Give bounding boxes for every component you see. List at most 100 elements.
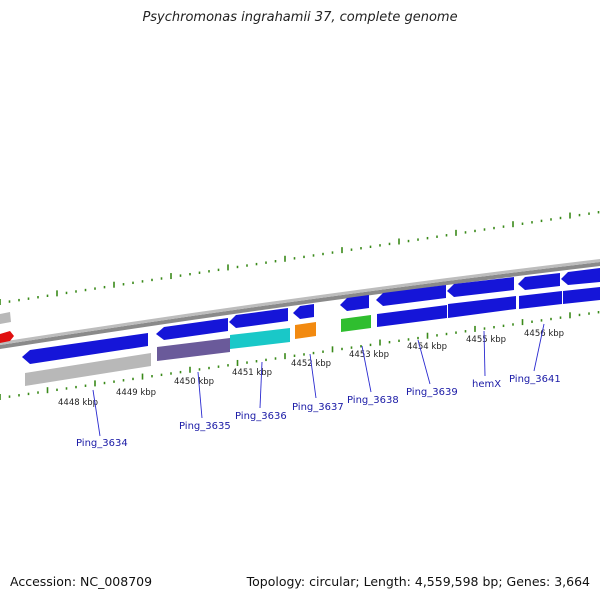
- gene-feature-lower-blue-1[interactable]: [377, 305, 447, 327]
- gc-dot: [94, 380, 96, 387]
- rna-feature-cyan[interactable]: [230, 328, 290, 349]
- gc-dot: [455, 331, 457, 334]
- gc-dot: [217, 268, 220, 272]
- tick-label: 4455 kbp: [466, 335, 506, 345]
- gc-dot: [559, 316, 562, 319]
- gc-dot: [550, 317, 552, 321]
- gene-label[interactable]: Ping_3641: [509, 374, 561, 385]
- gc-dot: [464, 231, 467, 234]
- gc-dot: [445, 332, 448, 336]
- gc-dot: [151, 278, 153, 282]
- gc-dot: [265, 358, 267, 362]
- gene-feature-ping3634[interactable]: [22, 333, 148, 364]
- gene-feature-gray-left[interactable]: [0, 312, 11, 324]
- gene-feature-lower-blue-4[interactable]: [563, 287, 600, 304]
- gc-dot: [284, 255, 286, 262]
- map-title: Psychromonas ingrahamii 37, complete gen…: [142, 10, 458, 25]
- gc-dot: [322, 350, 324, 353]
- gc-dot: [84, 384, 87, 387]
- gene-feature-ping3641[interactable]: [518, 273, 560, 290]
- gc-dot: [369, 245, 372, 249]
- gc-dot: [236, 359, 239, 366]
- gc-dot: [493, 226, 495, 230]
- gc-dot: [141, 280, 144, 283]
- gc-dot: [521, 222, 524, 225]
- gene-label[interactable]: Ping_3637: [292, 402, 344, 413]
- gc-dot: [360, 345, 362, 348]
- gc-dot: [436, 235, 438, 238]
- gc-dot: [588, 312, 590, 315]
- tick-label: 4456 kbp: [524, 329, 564, 339]
- gc-dot: [569, 212, 571, 219]
- gc-dot: [208, 366, 210, 370]
- gc-dot: [103, 285, 106, 289]
- gc-dot: [540, 219, 543, 223]
- gc-dot: [312, 254, 315, 257]
- gc-dot: [388, 340, 391, 344]
- gc-dot: [122, 379, 125, 382]
- gc-dot: [246, 264, 248, 267]
- rna-feature-green[interactable]: [341, 315, 371, 332]
- gene-feature-right-edge[interactable]: [561, 268, 600, 285]
- gc-dot: [65, 387, 68, 390]
- gene-feature-lower-blue-3[interactable]: [519, 291, 562, 309]
- gc-dot: [426, 236, 429, 240]
- gc-dot: [341, 347, 343, 351]
- gc-dot: [208, 270, 210, 273]
- gene-feature-ping3636[interactable]: [229, 308, 288, 328]
- gene-feature-ping3635[interactable]: [156, 318, 228, 340]
- gc-dot: [132, 377, 134, 381]
- rna-feature-purple[interactable]: [157, 338, 230, 361]
- gc-dot: [398, 238, 400, 245]
- rna-feature-orange[interactable]: [295, 322, 316, 339]
- gene-label[interactable]: Ping_3635: [179, 421, 231, 432]
- gc-dot: [303, 353, 305, 356]
- rna-feature-gray[interactable]: [25, 353, 151, 386]
- gene-label[interactable]: Ping_3639: [406, 387, 458, 398]
- gc-dot: [198, 271, 201, 274]
- gc-dot: [483, 228, 486, 231]
- gene-feature-lower-blue-2[interactable]: [448, 296, 516, 318]
- gc-dot: [388, 242, 391, 246]
- gc-dot: [84, 288, 87, 292]
- gc-dot: [293, 257, 296, 260]
- gene-feature-ping3639[interactable]: [376, 285, 446, 306]
- gc-dot: [531, 320, 533, 323]
- gc-dot: [578, 213, 581, 217]
- gc-dot: [483, 327, 486, 330]
- gc-dot: [160, 373, 163, 377]
- gc-dot: [0, 394, 1, 400]
- gc-dot: [170, 273, 172, 280]
- gc-dot: [189, 366, 191, 373]
- gene-feature-hemx[interactable]: [447, 277, 514, 297]
- topology-text: Topology: circular; Length: 4,559,598 bp…: [246, 574, 590, 589]
- gc-dot: [502, 225, 505, 228]
- gc-dot: [426, 332, 429, 339]
- gc-dot: [151, 375, 153, 378]
- gene-feature-red-left[interactable]: [0, 331, 14, 343]
- gene-feature-ping3637[interactable]: [293, 304, 314, 319]
- gc-dot: [246, 361, 248, 364]
- gc-dot: [189, 272, 191, 276]
- tick-label: 4454 kbp: [407, 342, 447, 352]
- gc-dot: [18, 394, 20, 397]
- gene-label[interactable]: Ping_3636: [235, 411, 287, 422]
- gc-dot: [350, 248, 353, 251]
- gene-label[interactable]: hemX: [472, 379, 501, 390]
- gene-label[interactable]: Ping_3638: [347, 395, 399, 406]
- gc-dot: [46, 387, 49, 394]
- genome-backbone: [0, 259, 600, 349]
- gc-dot: [303, 255, 305, 259]
- gc-dot: [512, 221, 514, 228]
- gc-dot: [512, 323, 514, 326]
- gc-dot: [255, 360, 258, 363]
- gc-dot: [46, 294, 49, 297]
- tick-label: 4448 kbp: [58, 398, 98, 408]
- gc-dot: [455, 229, 457, 236]
- gc-dot: [265, 261, 267, 264]
- reverse-strand-features: [25, 287, 600, 386]
- gc-dot: [160, 277, 163, 280]
- gene-label[interactable]: Ping_3634: [76, 438, 128, 449]
- gene-feature-ping3638[interactable]: [340, 295, 369, 311]
